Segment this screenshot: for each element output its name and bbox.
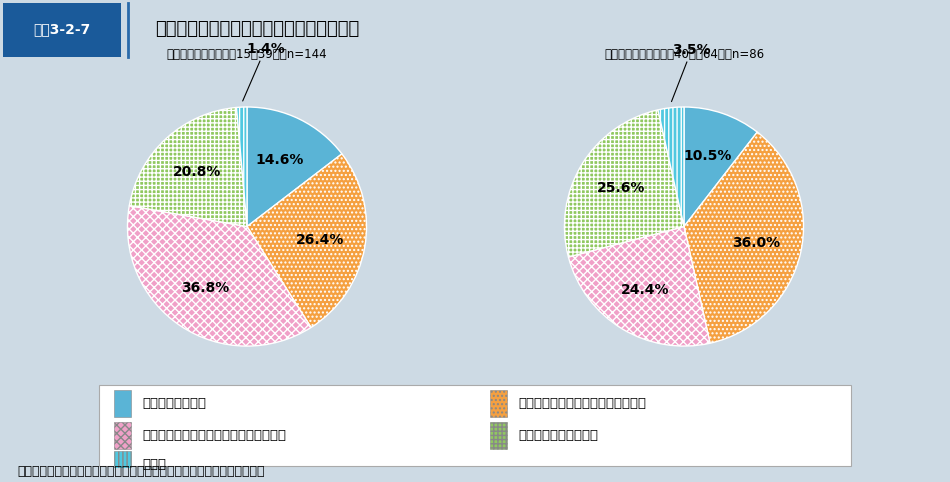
- Text: ひきこもり状態の人の関係機関の利用意向: ひきこもり状態の人の関係機関の利用意向: [155, 20, 359, 38]
- Text: 3.5%: 3.5%: [672, 42, 711, 102]
- Text: 14.6%: 14.6%: [256, 153, 304, 167]
- FancyBboxPatch shape: [490, 422, 507, 449]
- Text: 1.4%: 1.4%: [242, 42, 285, 101]
- FancyBboxPatch shape: [114, 422, 131, 449]
- Text: 36.0%: 36.0%: [732, 236, 780, 250]
- Title: 関係機関の利用意向（15～39歳）n=144: 関係機関の利用意向（15～39歳）n=144: [166, 48, 328, 61]
- FancyBboxPatch shape: [114, 390, 131, 417]
- Text: 無回答: 無回答: [142, 458, 166, 470]
- Wedge shape: [658, 107, 684, 227]
- Text: 36.8%: 36.8%: [181, 281, 230, 295]
- Text: 図表3-2-7: 図表3-2-7: [33, 22, 90, 36]
- Text: 26.4%: 26.4%: [295, 232, 344, 246]
- FancyBboxPatch shape: [99, 385, 851, 466]
- Wedge shape: [129, 107, 247, 227]
- Text: 10.5%: 10.5%: [684, 149, 732, 163]
- Text: 20.8%: 20.8%: [173, 165, 221, 179]
- Title: 関係機関の利用意向（40歳～64歳）n=86: 関係機関の利用意向（40歳～64歳）n=86: [604, 48, 764, 61]
- Wedge shape: [127, 206, 311, 346]
- Wedge shape: [247, 154, 367, 327]
- Text: 利用したいと思う: 利用したいと思う: [142, 397, 206, 410]
- Wedge shape: [684, 107, 757, 227]
- Wedge shape: [684, 132, 804, 343]
- Text: 利用したいと思わない: 利用したいと思わない: [519, 429, 598, 442]
- Text: 24.4%: 24.4%: [621, 283, 670, 297]
- Text: どちらかといえば利用したいと思わない: どちらかといえば利用したいと思わない: [142, 429, 286, 442]
- Wedge shape: [237, 107, 247, 227]
- FancyBboxPatch shape: [3, 3, 121, 57]
- Text: 25.6%: 25.6%: [597, 181, 645, 195]
- FancyBboxPatch shape: [490, 390, 507, 417]
- Wedge shape: [247, 107, 342, 227]
- Wedge shape: [568, 227, 710, 346]
- Wedge shape: [564, 110, 684, 257]
- FancyBboxPatch shape: [114, 451, 131, 478]
- Text: どちらかといえば利用したいと思う: どちらかといえば利用したいと思う: [519, 397, 646, 410]
- Text: 資料：内閣府「子ども・若者の意識と生活に関する調査（令和４年度）」: 資料：内閣府「子ども・若者の意識と生活に関する調査（令和４年度）」: [17, 465, 265, 478]
